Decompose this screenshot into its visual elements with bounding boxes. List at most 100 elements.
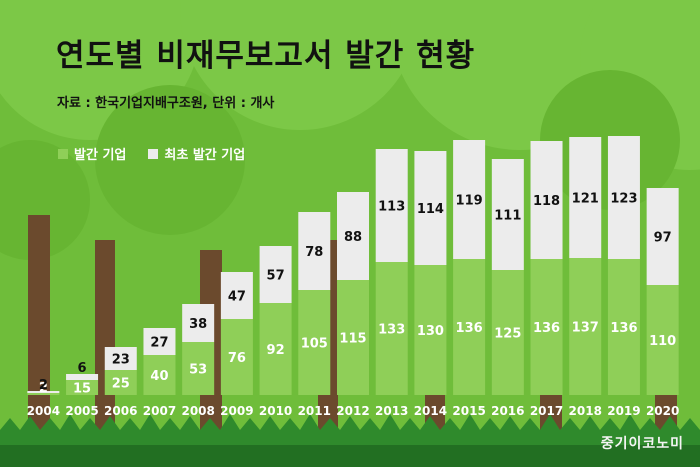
value-label-first-published-2019: 123	[610, 192, 637, 207]
bar-first-published-2017	[530, 141, 563, 259]
x-tick-2007: 2007	[143, 404, 176, 418]
bar-published-2009	[220, 319, 253, 395]
value-label-published-2014: 130	[417, 324, 444, 339]
x-tick-2019: 2019	[607, 404, 640, 418]
value-label-first-published-2015: 119	[456, 194, 483, 209]
x-tick-2020: 2020	[646, 404, 679, 418]
value-label-published-2019: 136	[610, 321, 637, 336]
legend-swatch-first-published	[148, 148, 159, 159]
legend-item-published: 발간 기업	[58, 144, 126, 163]
value-label-published-2011: 105	[301, 337, 328, 352]
value-label-published-2004: 2	[39, 381, 48, 396]
value-label-first-published-2020: 97	[654, 231, 672, 246]
bar-first-published-2015	[453, 140, 486, 259]
bar-published-2014	[414, 265, 447, 395]
value-label-first-published-2012: 88	[344, 230, 362, 245]
value-label-published-2016: 125	[494, 327, 521, 342]
bar-published-2012	[337, 280, 369, 395]
bar-published-2013	[375, 262, 408, 395]
value-label-published-2005: 15	[73, 382, 91, 397]
bar-published-2017	[530, 259, 563, 395]
x-axis-tick-labels: 2004 2005 2006 2007 2008 2009 2010 2011 2012 2013…	[27, 404, 680, 418]
x-tick-2012: 2012	[336, 404, 369, 418]
bar-published-2019	[607, 259, 640, 395]
value-label-published-2015: 136	[456, 321, 483, 336]
value-label-first-published-2014: 114	[417, 202, 444, 217]
x-tick-2015: 2015	[452, 404, 485, 418]
value-label-published-2009: 76	[228, 351, 246, 366]
legend-swatch-published	[58, 148, 68, 159]
value-label-first-published-2018: 121	[572, 192, 599, 207]
bar-published-2020	[646, 285, 679, 395]
bar-published-2010	[259, 303, 292, 395]
value-label-published-2013: 133	[378, 323, 405, 338]
bar-first-published-2011	[298, 212, 331, 290]
bar-first-published-2007	[143, 328, 176, 355]
x-tick-2018: 2018	[569, 404, 602, 418]
value-label-published-2018: 137	[572, 321, 599, 336]
value-label-first-published-2009: 47	[228, 290, 246, 305]
bar-published-2006	[104, 370, 137, 395]
x-tick-2013: 2013	[375, 404, 408, 418]
x-tick-2009: 2009	[220, 404, 253, 418]
bar-published-2011	[298, 290, 331, 395]
bar-first-published-2013	[375, 149, 408, 262]
x-tick-2006: 2006	[104, 404, 137, 418]
bar-first-published-2014	[414, 151, 447, 265]
value-label-published-2007: 40	[150, 369, 168, 384]
value-label-first-published-2006: 23	[112, 353, 130, 368]
bar-first-published-2009	[220, 272, 253, 319]
value-label-first-published-2008: 38	[189, 317, 207, 332]
bar-first-published-2005	[66, 374, 99, 380]
value-label-first-published-2004: 2	[39, 378, 48, 393]
legend-label-published: 발간 기업	[74, 148, 127, 163]
bar-first-published-2008	[182, 304, 215, 342]
bar-first-published-2004	[27, 391, 60, 393]
bar-published-2015	[453, 259, 486, 395]
x-tick-2004: 2004	[27, 404, 60, 418]
bar-published-2018	[569, 258, 602, 395]
bar-published-2005	[66, 380, 99, 395]
bar-first-published-2016	[491, 159, 524, 270]
value-label-published-2017: 136	[533, 321, 560, 336]
value-label-published-2020: 110	[649, 334, 676, 349]
x-tick-2011: 2011	[298, 404, 331, 418]
value-label-first-published-2005: 6	[78, 361, 87, 376]
bar-published-2008	[182, 342, 215, 395]
brand-watermark: 중기이코노미	[600, 436, 684, 452]
bar-first-published-2012	[337, 192, 369, 280]
value-label-first-published-2007: 27	[150, 336, 168, 351]
source-note: 자료 : 한국기업지배구조원, 단위 : 개사	[57, 96, 275, 111]
chart-title: 연도별 비재무보고서 발간 현황	[56, 38, 476, 74]
legend: 발간 기업 최초 발간 기업	[58, 144, 257, 163]
bar-published-2004	[27, 393, 60, 395]
bar-first-published-2018	[569, 137, 602, 258]
value-label-published-2006: 25	[112, 377, 130, 392]
grass-base	[0, 445, 700, 467]
bar-first-published-2020	[646, 188, 679, 285]
legend-item-first-published: 최초 발간 기업	[148, 144, 245, 163]
x-tick-2008: 2008	[181, 404, 214, 418]
value-label-published-2010: 92	[267, 343, 285, 358]
x-tick-2016: 2016	[491, 404, 524, 418]
bar-first-published-2010	[259, 246, 292, 303]
value-label-published-2008: 53	[189, 363, 207, 378]
bar-first-published-2006	[104, 347, 137, 370]
x-tick-2014: 2014	[414, 404, 447, 418]
bars-group	[27, 136, 679, 395]
bar-first-published-2019	[607, 136, 640, 259]
bar-labels-group: 22 15625234027533876479257105781158813311…	[39, 192, 676, 397]
x-tick-2010: 2010	[259, 404, 292, 418]
value-label-first-published-2017: 118	[533, 194, 560, 209]
legend-label-first-published: 최초 발간 기업	[164, 148, 246, 163]
x-tick-2005: 2005	[65, 404, 98, 418]
value-label-first-published-2016: 111	[494, 209, 521, 224]
bar-published-2016	[491, 270, 524, 395]
value-label-first-published-2010: 57	[267, 269, 285, 284]
value-label-first-published-2013: 113	[378, 200, 405, 215]
value-label-first-published-2011: 78	[305, 245, 323, 260]
bar-published-2007	[143, 355, 176, 395]
x-tick-2017: 2017	[530, 404, 563, 418]
value-label-published-2012: 115	[339, 332, 366, 347]
